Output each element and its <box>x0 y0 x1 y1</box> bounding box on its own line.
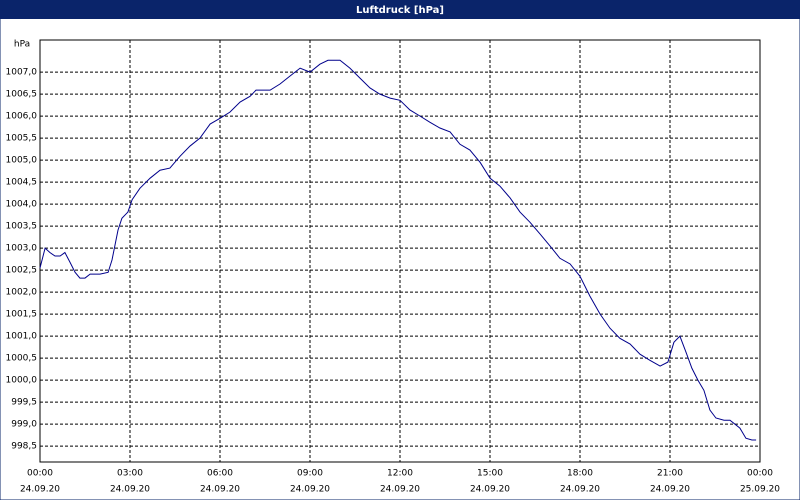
y-axis-label: hPa <box>14 40 30 50</box>
plot-frame <box>39 39 761 463</box>
line-series <box>39 59 757 441</box>
y-tick-label: 999,0 <box>11 420 37 430</box>
x-tick-date: 24.09.20 <box>110 485 150 495</box>
y-tick-label: 1001,5 <box>6 310 38 320</box>
y-tick-label: 1006,5 <box>6 90 38 100</box>
x-tick-date: 24.09.20 <box>470 485 510 495</box>
x-tick-date: 24.09.20 <box>650 485 690 495</box>
y-tick-label: 1002,5 <box>6 266 38 276</box>
y-tick-label: 1007,0 <box>6 68 38 78</box>
chart-title: Luftdruck [hPa] <box>356 5 444 16</box>
y-tick-label: 1005,0 <box>6 156 38 166</box>
y-tick-label: 1002,0 <box>6 288 38 298</box>
y-tick-label: 1004,5 <box>6 178 38 188</box>
x-tick-date: 24.09.20 <box>20 485 60 495</box>
x-tick-label: 09:00 <box>297 469 323 479</box>
y-tick-label: 1003,0 <box>6 244 38 254</box>
y-tick-label: 1005,5 <box>6 134 38 144</box>
y-tick-label: 1000,5 <box>6 354 38 364</box>
title-bar <box>0 0 800 19</box>
x-tick-label: 15:00 <box>477 469 503 479</box>
y-tick-label: 1000,0 <box>6 376 38 386</box>
y-tick-label: 999,5 <box>11 398 37 408</box>
x-tick-label: 12:00 <box>387 469 413 479</box>
x-tick-date: 24.09.20 <box>290 485 330 495</box>
x-tick-label: 03:00 <box>117 469 143 479</box>
y-tick-label: 1001,0 <box>6 332 38 342</box>
x-tick-label: 18:00 <box>567 469 593 479</box>
y-tick-label: 1004,0 <box>6 200 38 210</box>
x-tick-label: 00:00 <box>747 469 773 479</box>
x-tick-date: 24.09.20 <box>380 485 420 495</box>
x-tick-label: 21:00 <box>657 469 683 479</box>
x-tick-date: 24.09.20 <box>200 485 240 495</box>
x-tick-label: 00:00 <box>27 469 53 479</box>
y-tick-label: 1006,0 <box>6 112 38 122</box>
x-tick-date: 25.09.20 <box>740 485 780 495</box>
x-tick-date: 24.09.20 <box>560 485 600 495</box>
y-tick-label: 998,5 <box>11 442 37 452</box>
x-tick-label: 06:00 <box>207 469 233 479</box>
y-tick-label: 1003,5 <box>6 222 38 232</box>
